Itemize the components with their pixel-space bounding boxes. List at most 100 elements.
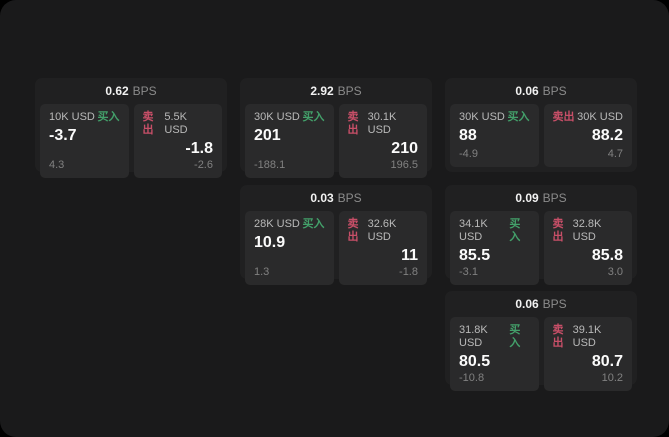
buy-delta: 1.3 bbox=[254, 266, 270, 278]
buy-amount: 30K USD bbox=[459, 111, 505, 123]
buy-price: 201 bbox=[254, 127, 281, 144]
buy-amount: 31.8K USD bbox=[459, 324, 488, 349]
buy-amount: 10K USD bbox=[49, 111, 95, 123]
bps-header: 0.03 BPS bbox=[240, 185, 432, 211]
bps-unit-label: BPS bbox=[337, 84, 362, 98]
sell-pane-top: 卖出 30.1K USD bbox=[348, 111, 419, 137]
quote-card: 0.09 BPS 34.1K USD 买入 85.5 -3.1 卖出 32.8K… bbox=[445, 185, 637, 285]
buy-delta: -10.8 bbox=[459, 372, 485, 384]
sell-pane-top: 卖出 39.1K USD bbox=[553, 324, 624, 350]
buy-delta: -4.9 bbox=[459, 148, 478, 160]
buy-pane[interactable]: 30K USD 买入 201 -188.1 bbox=[245, 104, 334, 178]
buy-delta: -188.1 bbox=[254, 159, 286, 171]
buy-pane[interactable]: 31.8K USD 买入 80.5 -10.8 bbox=[450, 317, 539, 391]
quote-panes: 28K USD 买入 10.9 1.3 卖出 32.6K USD 11 -1.8 bbox=[240, 211, 432, 290]
bps-value: 0.06 bbox=[515, 84, 539, 98]
buy-label: 买入 bbox=[302, 111, 325, 123]
buy-pane-top: 30K USD 买入 bbox=[459, 111, 530, 124]
quote-card: 0.06 BPS 30K USD 买入 88 -4.9 卖出 30K USD 8… bbox=[445, 78, 637, 172]
buy-price: 80.5 bbox=[459, 353, 491, 370]
sell-label: 卖出 bbox=[347, 218, 359, 243]
buy-pane[interactable]: 30K USD 买入 88 -4.9 bbox=[450, 104, 539, 167]
sell-label: 卖出 bbox=[552, 324, 564, 349]
sell-pane-top: 卖出 30K USD bbox=[553, 111, 624, 124]
sell-amount: 32.8K USD bbox=[572, 218, 602, 243]
buy-pane-top: 28K USD 买入 bbox=[254, 218, 325, 231]
sell-amount: 30K USD bbox=[577, 111, 623, 123]
sell-delta: 10.2 bbox=[601, 372, 623, 384]
sell-price: -1.8 bbox=[185, 140, 213, 157]
buy-delta: 4.3 bbox=[49, 159, 65, 171]
sell-pane[interactable]: 卖出 30K USD 88.2 4.7 bbox=[543, 104, 632, 167]
buy-delta: -3.1 bbox=[459, 266, 478, 278]
bps-value: 0.62 bbox=[105, 84, 129, 98]
buy-amount: 28K USD bbox=[254, 218, 300, 230]
buy-pane-top: 30K USD 买入 bbox=[254, 111, 325, 124]
quote-card: 0.62 BPS 10K USD 买入 -3.7 4.3 卖出 5.5K USD… bbox=[35, 78, 227, 178]
sell-pane-top: 卖出 32.8K USD bbox=[553, 218, 624, 244]
buy-pane[interactable]: 28K USD 买入 10.9 1.3 bbox=[245, 211, 334, 285]
sell-amount: 5.5K USD bbox=[164, 111, 188, 136]
sell-price: 85.8 bbox=[591, 247, 623, 264]
bps-header: 0.06 BPS bbox=[445, 78, 637, 104]
buy-label: 买入 bbox=[507, 111, 530, 123]
quote-panes: 31.8K USD 买入 80.5 -10.8 卖出 39.1K USD 80.… bbox=[445, 317, 637, 396]
buy-price: 85.5 bbox=[459, 247, 491, 264]
bps-unit-label: BPS bbox=[542, 84, 567, 98]
quote-card: 0.06 BPS 31.8K USD 买入 80.5 -10.8 卖出 39.1… bbox=[445, 291, 637, 391]
sell-label: 卖出 bbox=[552, 111, 575, 123]
sell-price: 11 bbox=[401, 247, 418, 264]
buy-amount: 34.1K USD bbox=[459, 218, 488, 243]
bps-unit-label: BPS bbox=[542, 191, 567, 205]
buy-price: 88 bbox=[459, 127, 477, 144]
buy-pane-top: 31.8K USD 买入 bbox=[459, 324, 530, 350]
sell-amount: 32.6K USD bbox=[367, 218, 397, 243]
sell-pane[interactable]: 卖出 5.5K USD -1.8 -2.6 bbox=[133, 104, 222, 178]
sell-price: 88.2 bbox=[591, 127, 623, 144]
sell-pane-top: 卖出 32.6K USD bbox=[348, 218, 419, 244]
bps-header: 2.92 BPS bbox=[240, 78, 432, 104]
sell-delta: -1.8 bbox=[399, 266, 418, 278]
buy-label: 买入 bbox=[97, 111, 120, 123]
bps-value: 2.92 bbox=[310, 84, 334, 98]
bps-value: 0.06 bbox=[515, 297, 539, 311]
sell-label: 卖出 bbox=[552, 218, 564, 243]
bps-value: 0.03 bbox=[310, 191, 334, 205]
bps-unit-label: BPS bbox=[542, 297, 567, 311]
buy-amount: 30K USD bbox=[254, 111, 300, 123]
sell-pane[interactable]: 卖出 30.1K USD 210 196.5 bbox=[338, 104, 427, 178]
bps-header: 0.06 BPS bbox=[445, 291, 637, 317]
quote-panes: 34.1K USD 买入 85.5 -3.1 卖出 32.8K USD 85.8… bbox=[445, 211, 637, 290]
sell-label: 卖出 bbox=[142, 111, 154, 136]
quote-panes: 30K USD 买入 201 -188.1 卖出 30.1K USD 210 1… bbox=[240, 104, 432, 183]
buy-label: 买入 bbox=[509, 324, 521, 349]
quote-panes: 10K USD 买入 -3.7 4.3 卖出 5.5K USD -1.8 -2.… bbox=[35, 104, 227, 183]
buy-price: -3.7 bbox=[49, 127, 77, 144]
buy-price: 10.9 bbox=[254, 234, 286, 251]
quote-card: 2.92 BPS 30K USD 买入 201 -188.1 卖出 30.1K … bbox=[240, 78, 432, 178]
sell-amount: 39.1K USD bbox=[572, 324, 602, 349]
sell-label: 卖出 bbox=[347, 111, 359, 136]
sell-pane[interactable]: 卖出 39.1K USD 80.7 10.2 bbox=[543, 317, 632, 391]
bps-unit-label: BPS bbox=[337, 191, 362, 205]
buy-pane[interactable]: 10K USD 买入 -3.7 4.3 bbox=[40, 104, 129, 178]
bps-value: 0.09 bbox=[515, 191, 539, 205]
sell-delta: -2.6 bbox=[194, 159, 213, 171]
buy-pane-top: 34.1K USD 买入 bbox=[459, 218, 530, 244]
bps-header: 0.62 BPS bbox=[35, 78, 227, 104]
sell-pane[interactable]: 卖出 32.6K USD 11 -1.8 bbox=[338, 211, 427, 285]
buy-pane-top: 10K USD 买入 bbox=[49, 111, 120, 124]
quote-card: 0.03 BPS 28K USD 买入 10.9 1.3 卖出 32.6K US… bbox=[240, 185, 432, 285]
sell-delta: 4.7 bbox=[607, 148, 623, 160]
sell-pane-top: 卖出 5.5K USD bbox=[143, 111, 214, 137]
buy-pane[interactable]: 34.1K USD 买入 85.5 -3.1 bbox=[450, 211, 539, 285]
sell-amount: 30.1K USD bbox=[367, 111, 397, 136]
bps-unit-label: BPS bbox=[132, 84, 157, 98]
quote-panes: 30K USD 买入 88 -4.9 卖出 30K USD 88.2 4.7 bbox=[445, 104, 637, 172]
sell-price: 210 bbox=[391, 140, 418, 157]
buy-label: 买入 bbox=[302, 218, 325, 230]
sell-delta: 196.5 bbox=[390, 159, 418, 171]
sell-pane[interactable]: 卖出 32.8K USD 85.8 3.0 bbox=[543, 211, 632, 285]
buy-label: 买入 bbox=[509, 218, 521, 243]
